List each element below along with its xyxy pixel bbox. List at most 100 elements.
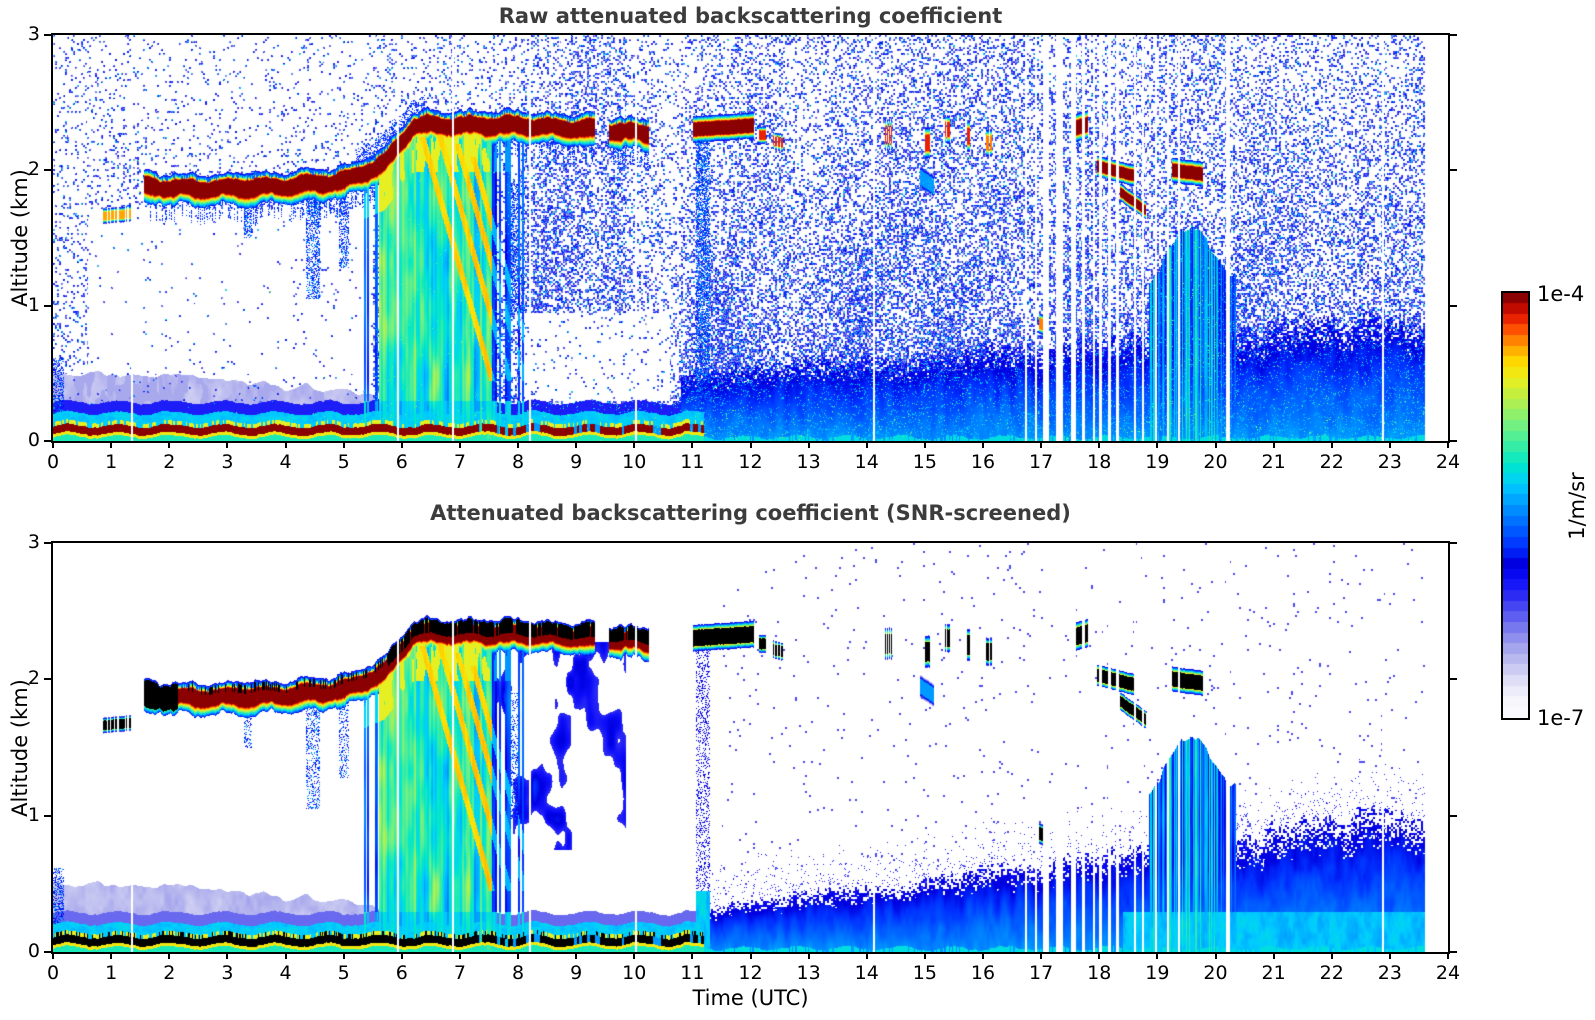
x-tick [284,952,287,959]
x-tick-label: 19 [1145,451,1170,473]
x-tick-label: 20 [1203,962,1228,984]
x-tick-label: 21 [1261,451,1286,473]
colorbar [1501,291,1530,720]
y-tick-label: 1 [27,803,40,826]
x-tick-label: 11 [680,962,705,984]
y-tick-right [1450,440,1457,442]
x-tick-label: 8 [511,451,525,473]
x-tick [575,441,578,448]
x-tick-label: 2 [163,962,176,984]
y-tick-label: 1 [27,293,40,316]
x-tick [1330,441,1333,448]
colorbar-canvas [1503,293,1528,718]
y-tick [44,440,51,442]
x-tick-label: 17 [1029,451,1054,473]
x-tick [400,441,403,448]
x-tick [749,952,752,959]
x-tick [1388,441,1391,448]
x-tick [1214,441,1217,448]
x-tick-label: 5 [337,962,350,984]
x-tick-label: 6 [395,962,408,984]
x-tick-label: 7 [453,451,466,473]
x-tick-label: 10 [622,962,647,984]
x-tick-label: 18 [1087,962,1112,984]
x-tick [1272,952,1275,959]
x-tick [226,441,229,448]
x-tick-label: 10 [622,451,647,473]
x-tick [226,952,229,959]
x-tick-label: 8 [511,962,525,984]
x-tick [691,952,694,959]
y-tick [44,814,51,817]
x-tick-label: 7 [453,962,466,984]
x-tick [517,441,519,448]
y-tick-label: 3 [27,531,40,553]
colorbar-min-label: 1e-7 [1537,706,1585,730]
x-tick-label: 22 [1319,451,1344,473]
x-tick [342,952,345,959]
x-tick [1447,952,1449,959]
y-tick-label: 0 [27,429,40,451]
x-tick [284,441,287,448]
x-tick-label: 17 [1029,962,1054,984]
x-tick [1098,441,1101,448]
panel2-plot-area [51,541,1450,954]
x-tick-label: 14 [854,962,879,984]
x-tick [110,441,113,448]
x-tick [110,952,113,959]
x-tick-label: 6 [395,451,408,473]
x-tick [691,441,694,448]
x-tick [1040,441,1043,448]
colorbar-unit-label: 1/m/sr [1565,471,1589,540]
x-tick-label: 24 [1435,451,1461,473]
x-tick-label: 14 [854,451,879,473]
x-tick-label: 18 [1087,451,1112,473]
x-tick-label: 2 [163,451,176,473]
x-tick-label: 4 [279,451,292,473]
x-tick [1388,952,1391,959]
x-tick [1156,952,1159,959]
x-tick [807,441,810,448]
x-tick [1330,952,1333,959]
x-tick-label: 19 [1145,962,1170,984]
x-tick [458,441,461,448]
y-tick [44,678,51,681]
x-tick-label: 23 [1377,962,1402,984]
x-tick-label: 16 [970,451,996,473]
y-tick [44,304,51,307]
x-tick-label: 15 [912,962,937,984]
y-tick-right [1450,678,1457,681]
y-tick-right [1450,34,1457,36]
x-tick [168,441,171,448]
x-tick-label: 9 [570,451,583,473]
x-tick-label: 1 [105,451,118,473]
panel1-plot-area [51,33,1450,443]
y-tick [44,169,51,172]
x-tick [52,441,54,448]
x-tick-label: 3 [221,451,234,473]
x-tick-label: 12 [738,962,763,984]
y-tick [44,34,51,36]
x-tick [982,441,984,448]
x-axis-label: Time (UTC) [692,986,809,1010]
panel1-title: Raw attenuated backscattering coefficien… [498,4,1003,28]
x-tick [1098,952,1101,959]
x-tick-label: 20 [1203,451,1228,473]
x-tick-label: 12 [738,451,763,473]
x-tick [633,441,636,448]
y-tick-label: 0 [27,940,40,962]
x-tick [168,952,171,959]
y-tick-right [1450,814,1457,817]
panel1-y-axis-label: Altitude (km) [8,169,32,307]
x-tick-label: 23 [1377,451,1402,473]
x-tick [1214,952,1217,959]
x-tick-label: 16 [970,962,996,984]
x-tick [807,952,810,959]
panel2-title: Attenuated backscattering coefficient (S… [430,501,1071,525]
x-tick [1156,441,1159,448]
x-tick [575,952,578,959]
x-tick [633,952,636,959]
screened-heatmap-canvas [53,543,1448,952]
y-tick [44,951,51,953]
